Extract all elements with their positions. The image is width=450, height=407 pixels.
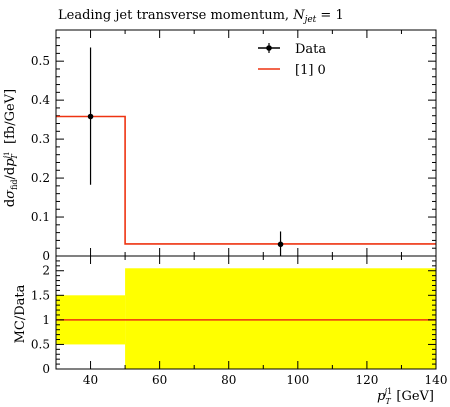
ratio-y-tick-label: 2 (42, 264, 50, 278)
mc-histogram-line (56, 115, 436, 245)
main-y-tick-label: 0.4 (31, 93, 50, 107)
ratio-y-axis-label: MC/Data (13, 284, 28, 343)
data-points (87, 47, 284, 256)
x-tick-label: 60 (152, 373, 167, 387)
ratio-y-tick-label: 1.5 (31, 288, 50, 302)
data-point (277, 241, 284, 248)
x-tick-label: 100 (286, 373, 309, 387)
main-plot-frame (55, 29, 437, 257)
main-y-tick-label: 0.3 (31, 132, 50, 146)
x-tick-label: 140 (425, 373, 448, 387)
svg-text:dσfid/dpj1T [fb/GeV]: dσfid/dpj1T [fb/GeV] (2, 89, 19, 207)
ratio-uncertainty-band (56, 268, 436, 369)
legend-label-data: Data (295, 42, 326, 57)
ratio-x-ticks: 40 60 80 100 120 140 (55, 256, 448, 387)
x-axis-label: pTj1 [GeV] (377, 387, 434, 406)
chart-title: Leading jet transverse momentum, Njet = … (58, 8, 344, 25)
legend-label-mc: [1] 0 (295, 63, 326, 78)
svg-text:pTj1 [GeV]: pTj1 [GeV] (377, 387, 434, 406)
legend: Data [1] 0 (258, 42, 326, 78)
x-tick-label: 40 (83, 373, 98, 387)
x-tick-label: 120 (355, 373, 378, 387)
main-y-ticks: 0 0.1 0.2 0.3 0.4 0.5 (31, 37, 436, 263)
data-point (87, 113, 94, 120)
main-y-tick-label: 0.5 (31, 54, 50, 68)
ratio-y-tick-label: 0.5 (31, 337, 50, 351)
legend-entry-data: Data (258, 42, 326, 57)
svg-text:MC/Data: MC/Data (13, 284, 28, 343)
legend-entry-mc: [1] 0 (258, 63, 326, 78)
ratio-band-segment (125, 268, 436, 369)
main-y-axis-label: dσfid/dpj1T [fb/GeV] (2, 89, 19, 207)
main-y-tick-label: 0.2 (31, 171, 50, 185)
ratio-y-tick-label: 0 (42, 362, 50, 376)
ratio-y-ticks: 0 0.5 1 1.5 2 (31, 260, 436, 376)
x-tick-label: 80 (221, 373, 236, 387)
main-y-tick-label: 0.1 (31, 210, 50, 224)
main-x-ticks (55, 30, 437, 256)
ratio-plot: 0 0.5 1 1.5 2 40 60 80 100 120 140 (31, 255, 448, 387)
ratio-plot-frame (55, 255, 437, 370)
ratio-y-tick-label: 1 (42, 313, 50, 327)
mc-histogram (56, 115, 436, 245)
main-plot: 0 0.1 0.2 0.3 0.4 0.5 (31, 29, 437, 263)
main-y-tick-label: 0 (42, 249, 50, 263)
